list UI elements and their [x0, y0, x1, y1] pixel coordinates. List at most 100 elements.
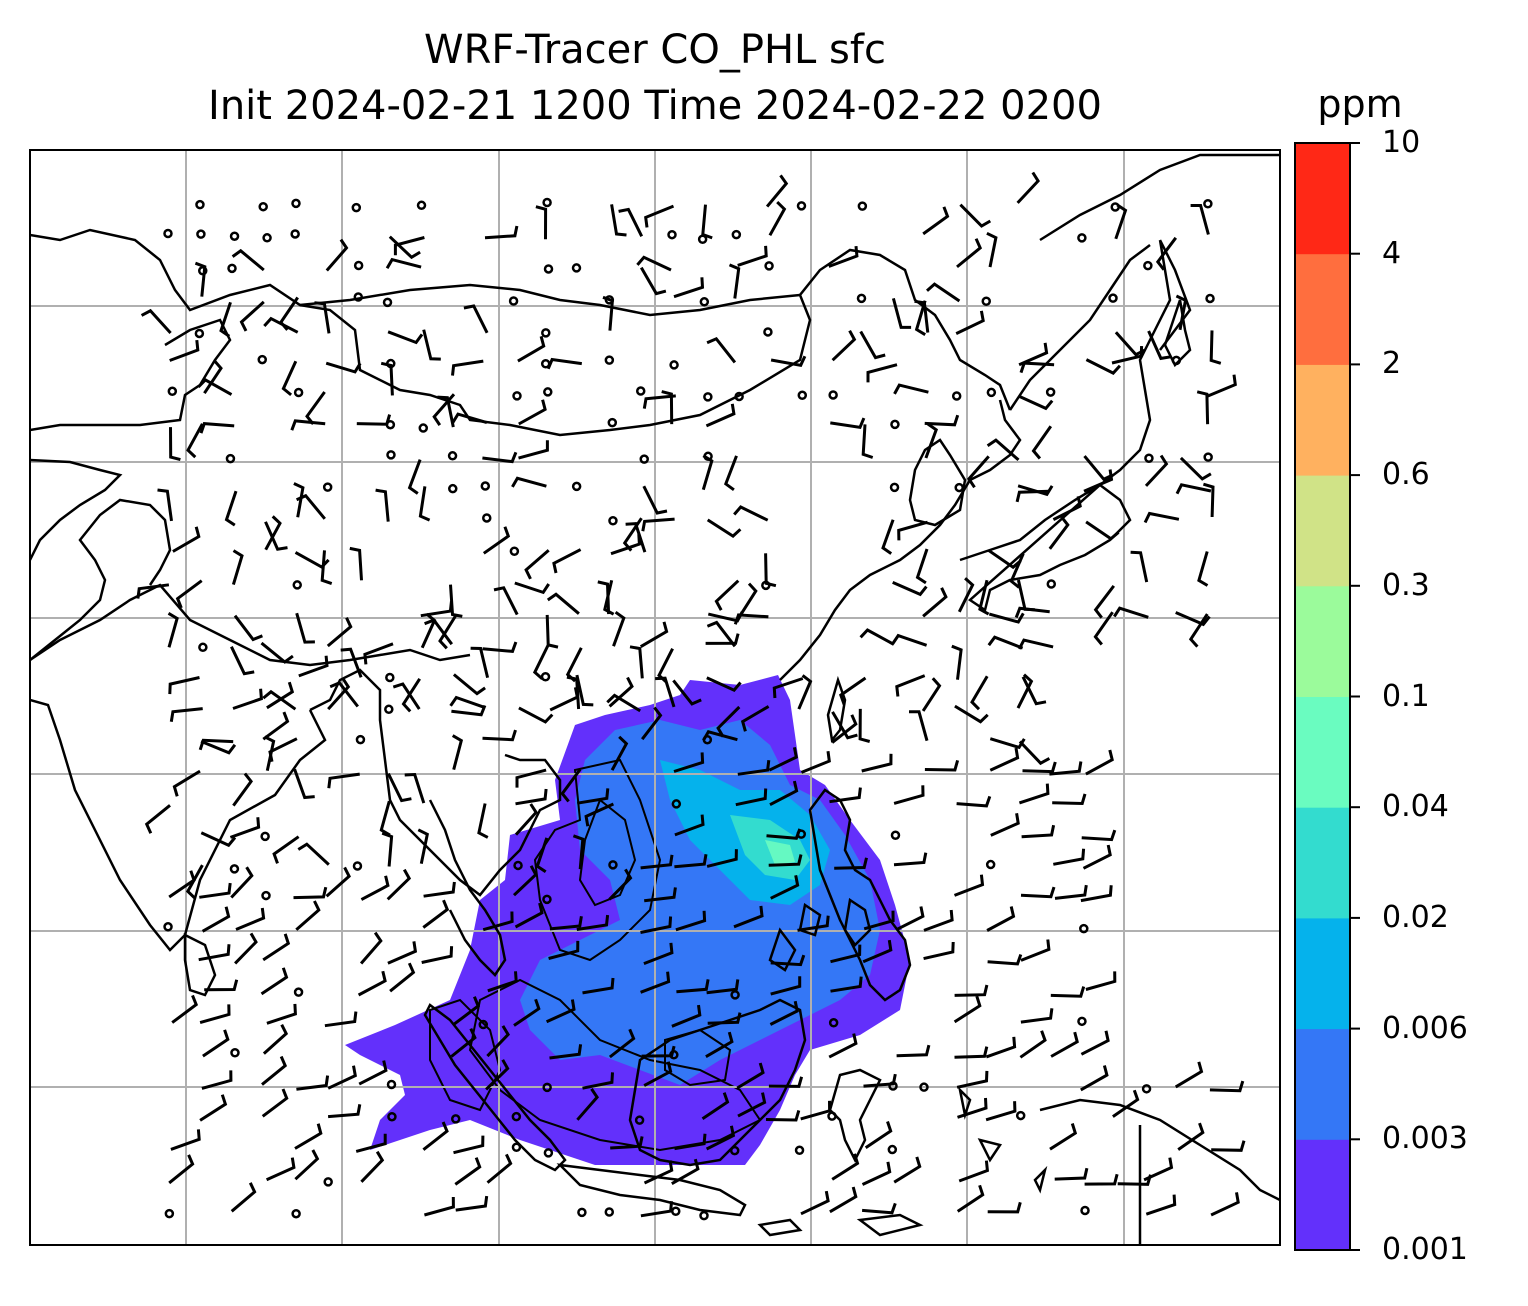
wind-barb [260, 967, 289, 996]
wind-barb [701, 204, 713, 240]
wind-barbs [136, 171, 1246, 1221]
wind-barb [891, 633, 928, 647]
wind-barb [175, 579, 203, 609]
wind-barb [1093, 584, 1115, 619]
calm-wind-marker [261, 890, 271, 901]
wind-barb [144, 804, 171, 834]
calm-wind-marker [448, 483, 458, 494]
wind-barb [1018, 783, 1050, 805]
calm-wind-marker [258, 201, 268, 212]
wind-barb [1080, 885, 1113, 903]
wind-barb [707, 1012, 742, 1025]
calm-wind-marker [888, 1081, 898, 1091]
calm-wind-marker [353, 292, 364, 302]
wind-barb [740, 705, 770, 732]
wind-barb [1155, 236, 1177, 271]
calm-wind-marker [1046, 579, 1057, 589]
wind-barb [737, 760, 771, 776]
wind-barb [463, 304, 489, 334]
wind-barb [524, 549, 550, 580]
calm-wind-marker [796, 201, 807, 211]
calm-wind-marker [229, 864, 240, 874]
wind-barb [1210, 1192, 1240, 1217]
wind-barb [986, 438, 1020, 462]
wind-barb [706, 336, 737, 364]
calm-wind-marker [604, 355, 615, 365]
wind-barb [1084, 1173, 1119, 1186]
calm-wind-marker [229, 231, 240, 241]
wind-barb [893, 1156, 922, 1184]
wind-barb [642, 485, 668, 515]
wind-barb [897, 520, 929, 541]
wind-barb [830, 976, 863, 993]
western-asia [30, 318, 232, 561]
wind-barb [264, 515, 282, 551]
calm-wind-marker [293, 387, 304, 398]
wind-barb [986, 231, 998, 268]
wind-barb [482, 526, 511, 555]
wind-barb [914, 300, 927, 336]
calm-wind-marker [985, 859, 996, 870]
small-islands [757, 1086, 1048, 1237]
wind-barb [915, 548, 929, 585]
wind-barb [959, 203, 992, 228]
wind-barb [450, 1027, 477, 1058]
calm-wind-marker [416, 200, 427, 211]
wind-barb [168, 676, 200, 695]
wind-barb [199, 1004, 231, 1025]
wind-barb [582, 977, 615, 995]
wind-barb [866, 363, 898, 383]
calm-wind-marker [290, 229, 300, 239]
wind-barb [233, 614, 263, 642]
wind-barb [672, 679, 702, 706]
wind-barb [1209, 1080, 1245, 1093]
wind-barb [610, 1136, 644, 1150]
wind-barb [602, 295, 614, 331]
wind-barb [1016, 673, 1034, 709]
calm-wind-marker [293, 987, 304, 997]
wind-barb [896, 1044, 931, 1058]
wind-barb [705, 1125, 736, 1151]
calm-wind-marker [703, 392, 713, 402]
calm-wind-marker [385, 672, 395, 683]
calm-wind-marker [890, 830, 901, 841]
wind-barb [706, 979, 740, 995]
calm-wind-marker [227, 263, 237, 274]
colorbar-segment [1295, 585, 1350, 697]
calm-wind-marker [981, 296, 992, 306]
calm-wind-marker [543, 1148, 554, 1158]
calm-wind-marker [478, 1019, 489, 1030]
wind-barb [340, 647, 363, 678]
wind-barb [1177, 1122, 1205, 1151]
wind-barb [576, 1088, 599, 1121]
wind-barb [261, 1088, 289, 1118]
wind-barb [1048, 516, 1070, 550]
wind-barb [513, 998, 541, 1027]
philippines-visayas [768, 897, 872, 972]
calm-wind-marker [1077, 233, 1087, 243]
calm-wind-marker [543, 387, 553, 397]
wind-barb [381, 831, 394, 867]
wind-barb [401, 677, 421, 713]
wind-barb [360, 1150, 385, 1183]
wind-barb [234, 932, 258, 965]
wind-barb [515, 768, 547, 788]
colorbar-segment [1295, 1139, 1350, 1251]
wind-barb [418, 486, 431, 522]
calm-wind-marker [382, 297, 393, 308]
wind-barb [673, 277, 705, 299]
calm-wind-marker [954, 482, 964, 493]
wind-barb [295, 612, 315, 644]
calm-wind-marker [763, 327, 773, 337]
wind-barb [199, 882, 232, 899]
wind-barb [923, 941, 955, 961]
wind-barb [644, 204, 675, 228]
wind-barb [327, 1104, 362, 1119]
wind-barb [610, 735, 629, 771]
wind-barb [829, 787, 862, 804]
concentration-field [345, 675, 910, 1165]
wind-barb [1197, 551, 1209, 587]
calm-wind-marker [734, 391, 744, 402]
wind-barb [514, 581, 550, 595]
wind-barb [768, 854, 803, 867]
